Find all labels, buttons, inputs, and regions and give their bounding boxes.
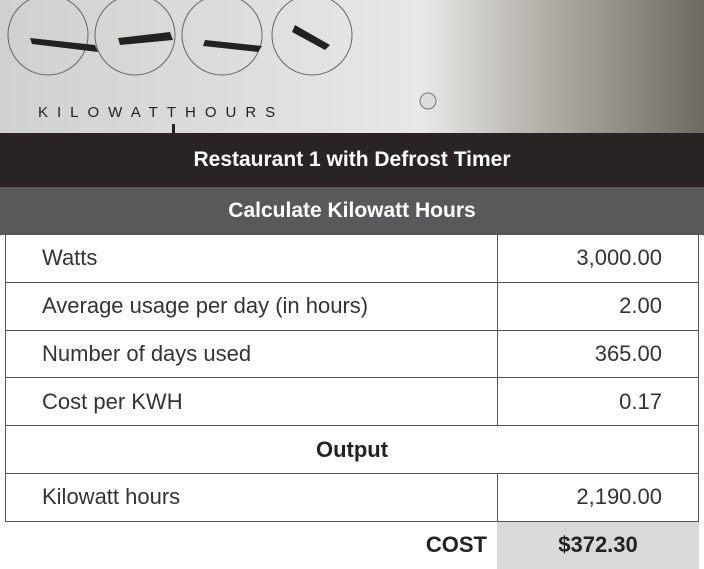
total-value: $372.30 xyxy=(497,521,699,569)
row-value: 0.17 xyxy=(619,388,662,414)
total-label: COST xyxy=(425,532,487,558)
row-label: Watts xyxy=(6,235,498,282)
row-label: Kilowatt hours xyxy=(6,474,498,521)
table-row: Kilowatt hours 2,190.00 xyxy=(5,474,699,522)
row-label: Cost per KWH xyxy=(6,378,498,426)
total-row: COST $372.30 xyxy=(5,521,699,569)
row-label: Number of days used xyxy=(6,330,498,378)
table-row: Average usage per day (in hours) 2.00 xyxy=(5,282,699,331)
table-row: Watts 3,000.00 xyxy=(5,235,699,283)
title-row: Restaurant 1 with Defrost Timer xyxy=(0,133,704,187)
row-value: 2,190.00 xyxy=(576,484,662,510)
output-title: Output xyxy=(315,436,389,462)
meter-photo: KILOWATTHOURS xyxy=(0,0,704,133)
meter-label: KILOWATTHOURS xyxy=(38,104,284,121)
row-label: Average usage per day (in hours) xyxy=(6,282,498,330)
row-value: 365.00 xyxy=(594,340,662,366)
subtitle: Calculate Kilowatt Hours xyxy=(228,199,476,222)
output-row: Output xyxy=(5,426,699,474)
row-value: 2.00 xyxy=(619,293,662,319)
table-row: Number of days used 365.00 xyxy=(5,330,699,379)
row-value: 3,000.00 xyxy=(576,245,662,271)
table-row: Cost per KWH 0.17 xyxy=(5,378,699,427)
title: Restaurant 1 with Defrost Timer xyxy=(193,148,511,171)
subtitle-row: Calculate Kilowatt Hours xyxy=(0,187,704,235)
